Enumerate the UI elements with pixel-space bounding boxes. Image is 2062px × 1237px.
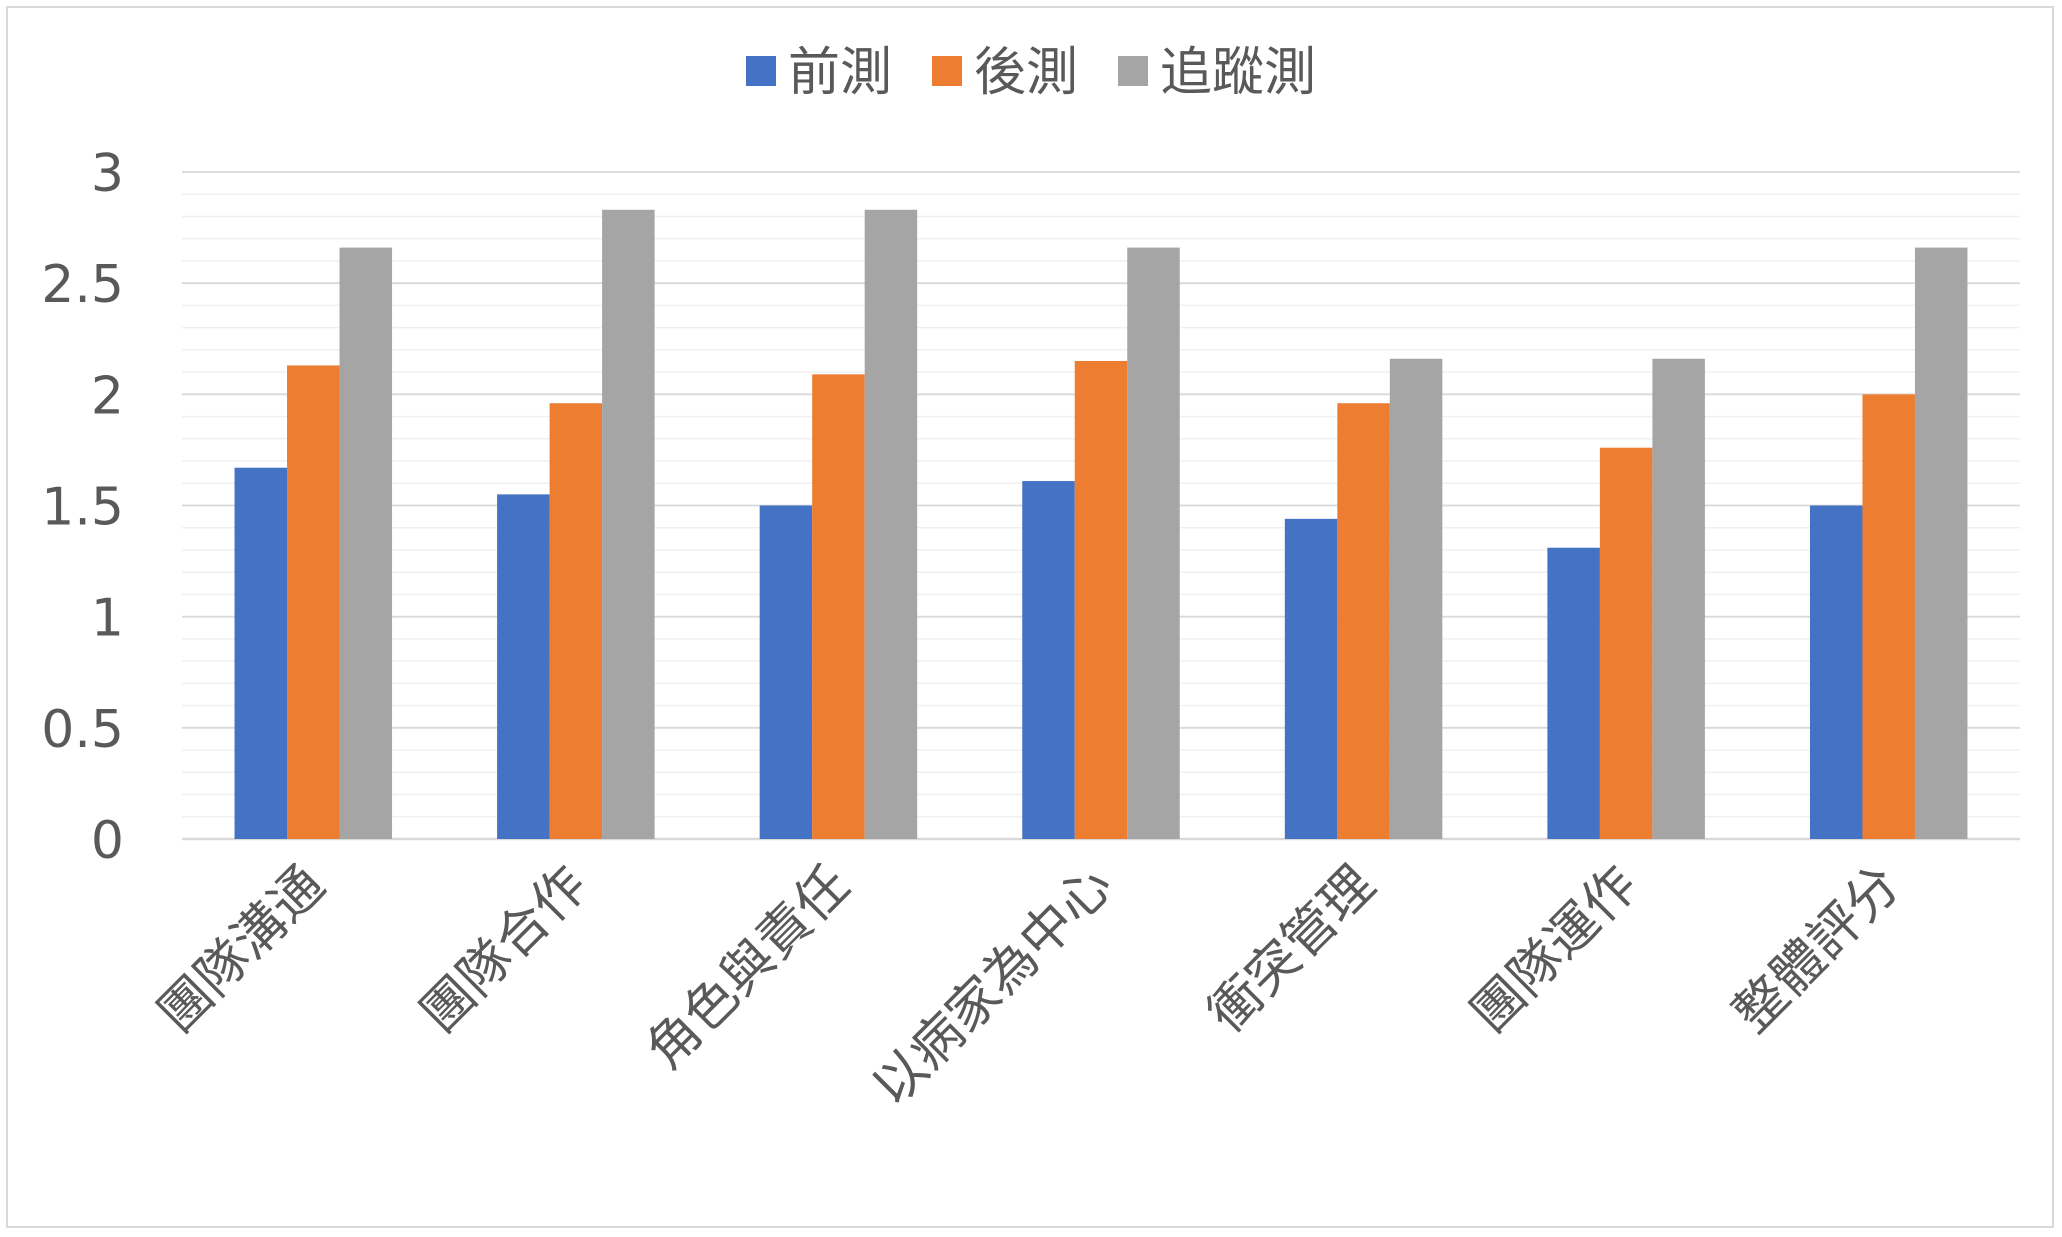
x-axis: 團隊溝通 團隊合作 角色與責任 以病家為中心 衝突管理 團隊運作 整體評分 xyxy=(147,855,1912,1118)
legend-swatch xyxy=(932,56,962,86)
bar-1-7 xyxy=(1809,505,1863,839)
chart-legend: 前測 後測 追蹤測 xyxy=(746,43,1316,103)
bar-3-1 xyxy=(339,247,393,840)
bar-3-2 xyxy=(602,209,655,840)
bar-3-4 xyxy=(1127,247,1180,840)
x-category-label: 整體評分 xyxy=(1722,855,1912,1045)
chart-bars xyxy=(234,209,1968,840)
bar-3-6 xyxy=(1652,358,1705,839)
y-tick-label: 0 xyxy=(91,811,124,871)
bar-2-6 xyxy=(1599,447,1653,839)
legend-swatch xyxy=(1118,56,1148,86)
bar-3-3 xyxy=(864,209,918,840)
y-tick-label: 1.5 xyxy=(41,478,124,538)
y-tick-label: 0.5 xyxy=(41,700,124,760)
y-axis: 0 0.5 1 1.5 2 2.5 3 xyxy=(41,144,124,871)
legend-label: 追蹤測 xyxy=(1160,43,1316,103)
y-tick-label: 1 xyxy=(91,589,124,649)
y-tick-label: 2 xyxy=(91,366,124,426)
bar-3-5 xyxy=(1389,358,1443,839)
legend-item-1: 前測 xyxy=(746,43,892,103)
bar-1-1 xyxy=(234,467,288,839)
legend-swatch xyxy=(746,56,776,86)
bar-1-5 xyxy=(1284,518,1338,839)
legend-label: 後測 xyxy=(974,43,1078,103)
bar-1-4 xyxy=(1022,481,1075,839)
y-tick-label: 3 xyxy=(91,144,124,204)
bar-1-2 xyxy=(497,494,550,839)
bar-2-4 xyxy=(1074,360,1128,839)
bar-2-1 xyxy=(287,365,340,839)
bar-2-3 xyxy=(812,374,865,839)
bar-2-2 xyxy=(549,403,603,839)
legend-item-2: 後測 xyxy=(932,43,1078,103)
y-tick-label: 2.5 xyxy=(41,255,124,315)
x-category-label: 以病家為中心 xyxy=(861,855,1124,1118)
x-category-label: 團隊溝通 xyxy=(147,855,337,1045)
legend-label: 前測 xyxy=(788,43,892,103)
bar-3-7 xyxy=(1914,247,1968,840)
bar-2-7 xyxy=(1862,394,1915,839)
bar-1-3 xyxy=(759,505,813,839)
x-category-label: 團隊合作 xyxy=(410,855,600,1045)
legend-item-3: 追蹤測 xyxy=(1118,43,1316,103)
x-category-label: 角色與責任 xyxy=(635,855,861,1081)
x-category-label: 團隊運作 xyxy=(1460,855,1650,1045)
x-category-label: 衝突管理 xyxy=(1197,855,1387,1045)
bar-2-5 xyxy=(1337,403,1390,839)
bar-1-6 xyxy=(1547,547,1600,839)
